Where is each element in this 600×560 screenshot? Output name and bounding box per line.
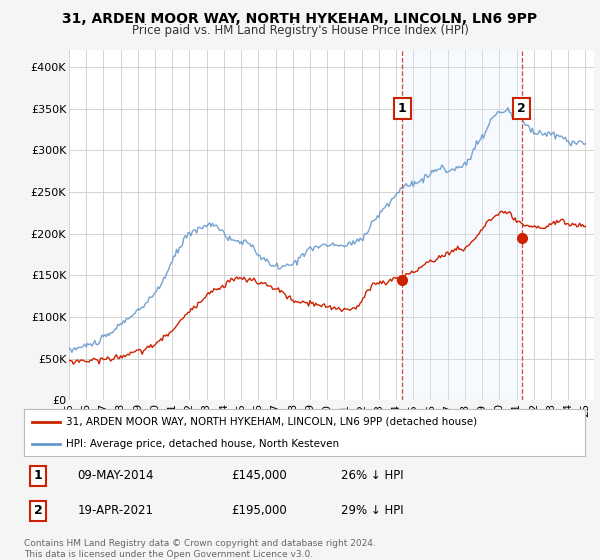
Text: 29% ↓ HPI: 29% ↓ HPI bbox=[341, 505, 404, 517]
Text: 09-MAY-2014: 09-MAY-2014 bbox=[77, 469, 154, 482]
Text: 26% ↓ HPI: 26% ↓ HPI bbox=[341, 469, 404, 482]
Text: 19-APR-2021: 19-APR-2021 bbox=[77, 505, 153, 517]
Bar bbox=[403, 50, 521, 400]
Text: 31, ARDEN MOOR WAY, NORTH HYKEHAM, LINCOLN, LN6 9PP (detached house): 31, ARDEN MOOR WAY, NORTH HYKEHAM, LINCO… bbox=[66, 417, 477, 427]
Text: 31, ARDEN MOOR WAY, NORTH HYKEHAM, LINCOLN, LN6 9PP: 31, ARDEN MOOR WAY, NORTH HYKEHAM, LINCO… bbox=[62, 12, 538, 26]
Text: £145,000: £145,000 bbox=[232, 469, 287, 482]
Text: 1: 1 bbox=[398, 102, 407, 115]
Text: £195,000: £195,000 bbox=[232, 505, 287, 517]
Text: 2: 2 bbox=[517, 102, 526, 115]
Text: Price paid vs. HM Land Registry's House Price Index (HPI): Price paid vs. HM Land Registry's House … bbox=[131, 24, 469, 36]
Text: 1: 1 bbox=[34, 469, 43, 482]
Text: 2: 2 bbox=[34, 505, 43, 517]
Text: HPI: Average price, detached house, North Kesteven: HPI: Average price, detached house, Nort… bbox=[66, 438, 339, 449]
Text: Contains HM Land Registry data © Crown copyright and database right 2024.
This d: Contains HM Land Registry data © Crown c… bbox=[24, 539, 376, 559]
